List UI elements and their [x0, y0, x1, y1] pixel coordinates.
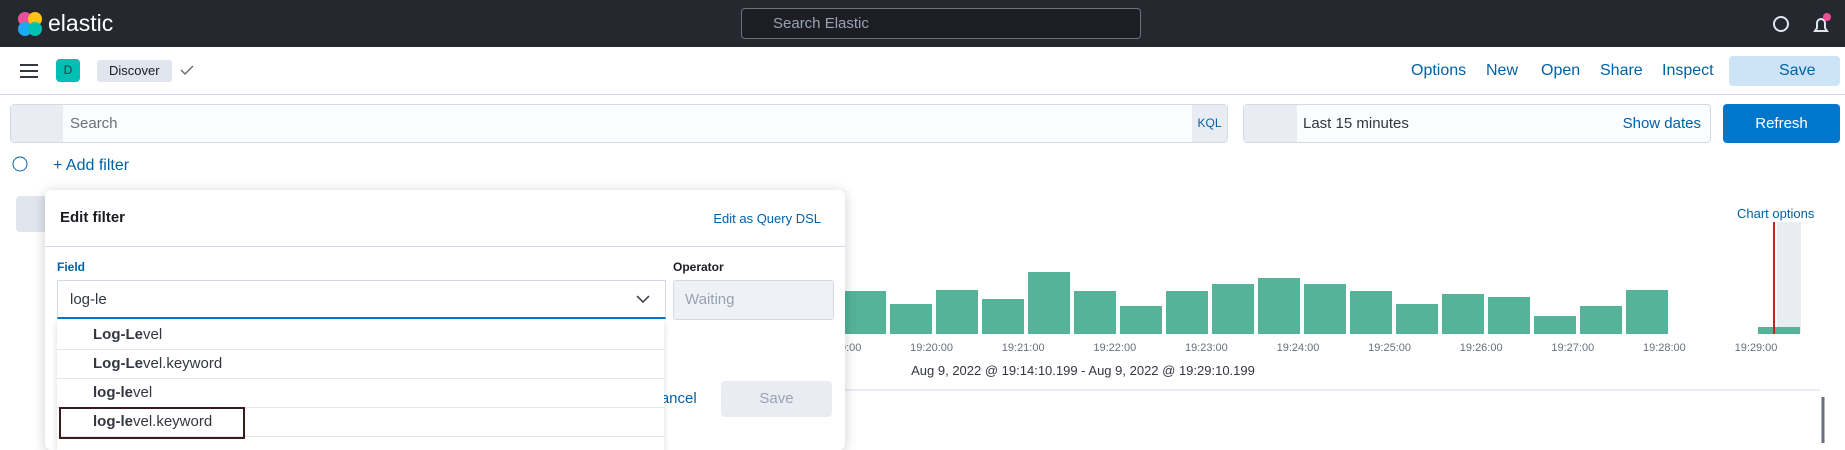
brand: elastic — [48, 10, 114, 36]
field-option[interactable]: Log-Level — [57, 320, 664, 350]
nav-link[interactable]: Options — [1411, 62, 1467, 79]
header-icons[interactable] — [1771, 13, 1831, 35]
query-dsl-link[interactable]: Edit as Query DSL — [713, 211, 821, 226]
operator-label: Operator — [673, 260, 724, 274]
option-rest: vel.keyword — [143, 355, 223, 372]
popover-title: Edit filter — [60, 209, 126, 226]
edit-filter-popover: Edit filter Edit as Query DSL Field Oper… — [45, 190, 845, 450]
histogram-bars — [844, 272, 1800, 334]
save-filter-button: Save — [721, 381, 832, 417]
add-filter[interactable]: + Add filter — [53, 157, 130, 174]
option-text: log-level — [93, 378, 152, 407]
x-tick-label: 19:29:00 — [1734, 342, 1778, 354]
option-text: log-level.keyword — [93, 407, 212, 436]
top-bar: elastic Search Elastic — [0, 0, 1845, 47]
field-label: Field — [57, 260, 86, 274]
chart-options[interactable]: Chart options — [1737, 206, 1815, 221]
quick-menu[interactable] — [1244, 105, 1297, 142]
option-match: Log-Le — [93, 326, 143, 343]
nav-link[interactable]: Inspect — [1662, 62, 1714, 79]
option-rest: vel.keyword — [133, 413, 213, 430]
chevron — [636, 295, 650, 304]
refresh-button[interactable]: Refresh — [1723, 104, 1840, 143]
time-range: Last 15 minutes — [1303, 115, 1409, 132]
nav-link[interactable]: Open — [1541, 62, 1581, 79]
field-option[interactable]: log-level — [57, 378, 664, 408]
time-range-label: Aug 9, 2022 @ 19:14:10.199 - Aug 9, 2022… — [911, 363, 1255, 378]
divider — [45, 246, 845, 247]
saved-query-button[interactable] — [11, 105, 63, 142]
option-match: log-le — [93, 413, 133, 430]
field-options: Log-Level Log-Level.keyword log-level log-l… — [57, 320, 664, 450]
option-text: Log-Level — [93, 320, 162, 349]
option-text: Log-Level.keyword — [93, 349, 222, 378]
option-match: log-le — [93, 384, 133, 401]
filter-icon[interactable] — [12, 156, 28, 172]
nav-link[interactable]: New — [1486, 62, 1519, 79]
query-placeholder: Search — [70, 115, 118, 132]
save-label: Save — [1779, 62, 1816, 79]
space-badge[interactable]: D — [56, 59, 80, 82]
x-tick-label: 19:20:00 — [910, 342, 954, 354]
nav-link[interactable]: Share — [1600, 62, 1643, 79]
breadcrumb[interactable]: Discover — [97, 60, 172, 82]
field-input[interactable]: log-le — [57, 280, 666, 319]
x-tick-label: 19:27:00 — [1551, 342, 1595, 354]
x-tick-label: 19:26:00 — [1459, 342, 1503, 354]
global-search[interactable]: Search Elastic — [741, 8, 1141, 39]
check — [180, 65, 194, 76]
x-tick-label: 19:23:00 — [1184, 342, 1228, 354]
field-value: log-le — [70, 291, 107, 308]
field-option[interactable]: Log-Level.keyword — [57, 349, 664, 379]
x-tick-label: 19:28:00 — [1642, 342, 1686, 354]
logo — [18, 12, 42, 36]
app-bar: D Discover Options New Open Share Inspec… — [0, 47, 1845, 95]
query-input[interactable]: Search KQL — [10, 104, 1228, 143]
option-match: Log-Le — [93, 355, 143, 372]
save-button[interactable]: Save — [1729, 56, 1840, 86]
option-rest: vel — [133, 384, 153, 401]
menu[interactable] — [20, 63, 38, 79]
operator-placeholder: Waiting — [685, 291, 735, 308]
language-switch[interactable]: KQL — [1192, 105, 1227, 142]
sidebar-tab — [16, 196, 50, 232]
date-picker[interactable]: Last 15 minutes Show dates — [1243, 104, 1711, 143]
operator-select: Waiting — [673, 280, 834, 320]
option-rest: vel — [143, 326, 163, 343]
x-tick-label: 19:22:00 — [1093, 342, 1137, 354]
show-dates[interactable]: Show dates — [1622, 115, 1701, 132]
x-tick-label: 19:21:00 — [1001, 342, 1045, 354]
highlight-box — [59, 407, 245, 439]
x-tick-label: 19:24:00 — [1276, 342, 1320, 354]
x-tick-label: 19:25:00 — [1368, 342, 1412, 354]
search-placeholder: Search Elastic — [773, 15, 869, 32]
field-option[interactable]: log-level.keyword — [57, 407, 664, 439]
